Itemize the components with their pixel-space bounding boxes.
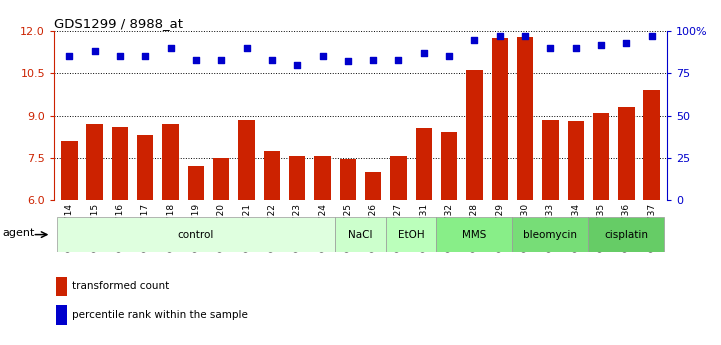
Text: bleomycin: bleomycin xyxy=(523,230,578,239)
Bar xyxy=(314,156,331,200)
Point xyxy=(646,33,658,39)
Point xyxy=(570,45,582,51)
Point xyxy=(89,49,100,54)
Point xyxy=(190,57,202,62)
Text: transformed count: transformed count xyxy=(72,282,169,292)
Point xyxy=(139,54,151,59)
Point xyxy=(241,45,252,51)
Bar xyxy=(517,37,534,200)
FancyBboxPatch shape xyxy=(436,217,513,252)
Text: agent: agent xyxy=(3,228,35,238)
FancyBboxPatch shape xyxy=(57,217,335,252)
Bar xyxy=(87,124,103,200)
Bar xyxy=(492,38,508,200)
Bar xyxy=(264,151,280,200)
Point xyxy=(266,57,278,62)
Bar xyxy=(61,141,77,200)
Bar xyxy=(162,124,179,200)
Text: MMS: MMS xyxy=(462,230,487,239)
Point xyxy=(368,57,379,62)
Bar xyxy=(56,305,67,325)
FancyBboxPatch shape xyxy=(588,217,664,252)
Text: NaCl: NaCl xyxy=(348,230,373,239)
FancyBboxPatch shape xyxy=(335,217,386,252)
Text: GDS1299 / 8988_at: GDS1299 / 8988_at xyxy=(54,17,183,30)
Bar xyxy=(365,172,381,200)
FancyBboxPatch shape xyxy=(513,217,588,252)
Bar xyxy=(593,113,609,200)
Point xyxy=(317,54,328,59)
Bar xyxy=(466,70,482,200)
Bar xyxy=(542,120,559,200)
Bar xyxy=(56,277,67,296)
Bar xyxy=(213,158,229,200)
Bar xyxy=(567,121,584,200)
Point xyxy=(165,45,177,51)
Point xyxy=(393,57,404,62)
Point xyxy=(519,33,531,39)
Point xyxy=(596,42,607,47)
Text: EtOH: EtOH xyxy=(398,230,425,239)
Bar xyxy=(289,156,306,200)
Point xyxy=(291,62,303,68)
Point xyxy=(342,59,353,64)
Bar xyxy=(187,166,204,200)
Point xyxy=(544,45,556,51)
Point xyxy=(469,37,480,42)
Point xyxy=(418,50,430,56)
Point xyxy=(494,33,505,39)
Text: percentile rank within the sample: percentile rank within the sample xyxy=(72,310,248,320)
Bar xyxy=(618,107,634,200)
FancyBboxPatch shape xyxy=(386,217,436,252)
Bar xyxy=(239,120,255,200)
Bar xyxy=(340,159,356,200)
Bar xyxy=(137,135,154,200)
Bar xyxy=(390,156,407,200)
Text: cisplatin: cisplatin xyxy=(604,230,648,239)
Point xyxy=(443,54,455,59)
Point xyxy=(114,54,125,59)
Point xyxy=(216,57,227,62)
Text: control: control xyxy=(177,230,214,239)
Point xyxy=(63,54,75,59)
Bar xyxy=(112,127,128,200)
Point xyxy=(621,40,632,46)
Bar xyxy=(415,128,432,200)
Bar xyxy=(644,90,660,200)
Bar xyxy=(441,132,457,200)
